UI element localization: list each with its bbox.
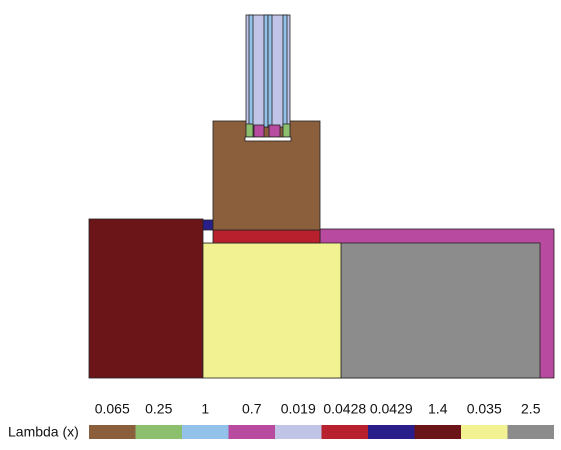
legend-swatch [228,425,275,439]
material-region [248,14,254,128]
material-region [282,123,291,138]
legend-label: 0.7 [242,401,262,417]
legend-label: 0.019 [281,401,316,417]
legend-swatch [321,425,368,439]
legend-swatch [182,425,229,439]
legend-label: 0.035 [467,401,502,417]
material-region [88,218,204,379]
legend-label: 1 [201,401,209,417]
material-region [253,124,265,138]
legend-swatch [414,425,461,439]
legend-label: 0.0429 [370,401,413,417]
legend-swatch [507,425,554,439]
legend-label: 2.5 [521,401,541,417]
material-region [202,242,342,379]
material-region [268,124,281,138]
legend-label: 1.4 [428,401,448,417]
legend-swatch [135,425,182,439]
spacer [244,136,292,142]
legend-swatch [89,425,136,439]
legend-label: 0.0428 [323,401,366,417]
material-region [202,219,214,231]
material-region [245,123,254,138]
cavity [202,229,214,244]
material-region [340,242,541,379]
legend-title: Lambda (x) [8,424,79,440]
legend-swatch [368,425,415,439]
material-region [263,14,269,128]
section [88,14,555,379]
material-region [212,229,321,244]
legend-swatch [461,425,508,439]
material-region [282,14,288,128]
legend: 0.065 0.25 1 0.7 0.019 0.0428 0.0429 1.4 0.035 2.… [89,401,554,439]
legend-label: 0.25 [145,401,172,417]
material-region [267,14,273,128]
legend-swatch [275,425,322,439]
legend-label: 0.065 [95,401,130,417]
